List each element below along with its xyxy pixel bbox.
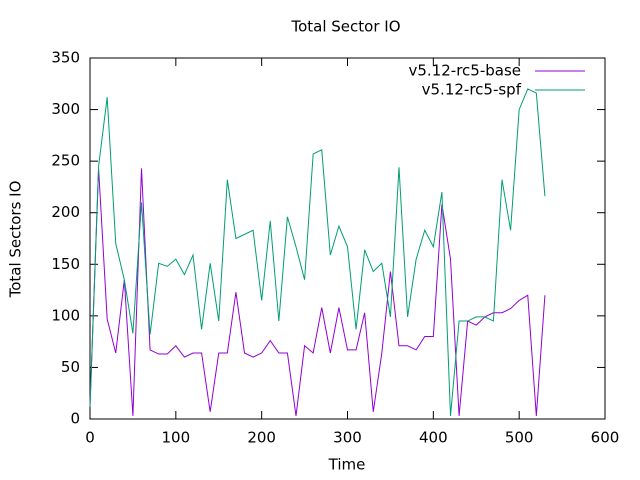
y-tick-label: 300 <box>51 100 80 118</box>
chart-title: Total Sector IO <box>290 18 400 36</box>
y-tick-label: 100 <box>51 306 80 324</box>
y-tick-label: 150 <box>51 255 80 273</box>
y-tick-label: 0 <box>70 410 80 428</box>
y-axis-label: Total Sectors IO <box>7 181 25 299</box>
series-line <box>89 88 546 416</box>
legend-label: v5.12-rc5-spf <box>422 81 522 99</box>
x-tick-label: 0 <box>85 429 95 447</box>
x-tick-label: 400 <box>419 429 448 447</box>
x-tick-label: 300 <box>333 429 362 447</box>
y-tick-label: 250 <box>51 152 80 170</box>
series-line <box>89 168 546 416</box>
x-tick-label: 500 <box>505 429 534 447</box>
y-tick-label: 50 <box>61 358 80 376</box>
x-tick-label: 100 <box>162 429 191 447</box>
x-tick-label: 600 <box>591 429 620 447</box>
y-tick-label: 350 <box>51 49 80 67</box>
x-axis-label: Time <box>328 456 366 474</box>
plot-border <box>89 57 606 420</box>
x-tick-label: 200 <box>247 429 276 447</box>
legend-label: v5.12-rc5-base <box>409 62 522 80</box>
y-tick-label: 200 <box>51 203 80 221</box>
